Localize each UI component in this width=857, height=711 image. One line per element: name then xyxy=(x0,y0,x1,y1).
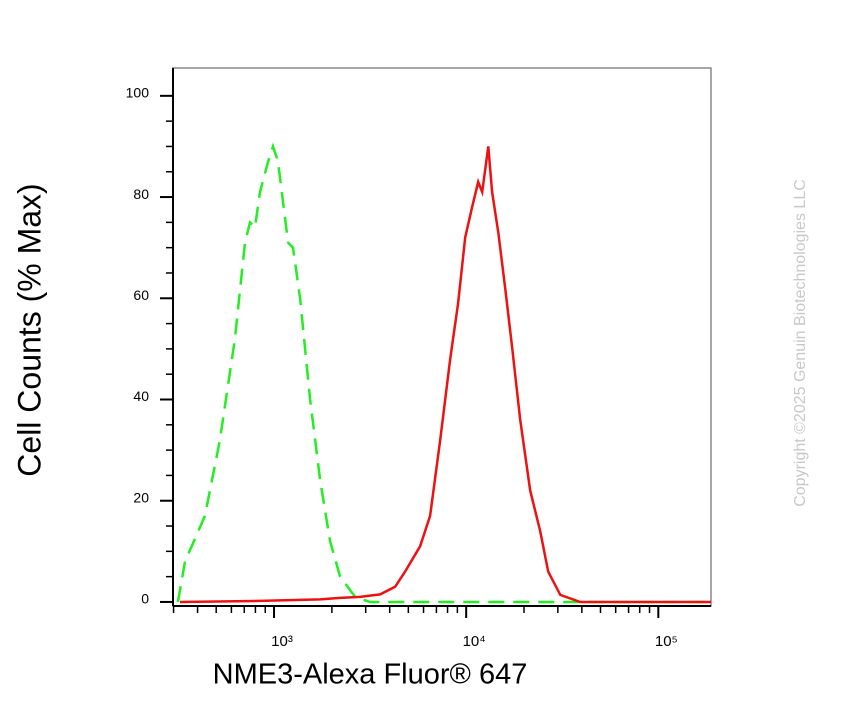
y-axis-label: Cell Counts (% Max) xyxy=(11,183,47,476)
y-tick-label: 40 xyxy=(133,388,149,404)
y-tick-label: 0 xyxy=(141,591,149,607)
y-tick-label: 80 xyxy=(133,186,149,202)
y-tick-label: 100 xyxy=(126,85,150,101)
x-tick-label: 10³ xyxy=(271,633,293,650)
histogram-line xyxy=(179,146,711,604)
x-tick-label: 10⁴ xyxy=(463,633,486,650)
watermark: Copyright ©2025 Genuin Biotechnologies L… xyxy=(792,179,809,507)
histogram-line xyxy=(176,142,711,604)
x-tick-label: 10⁵ xyxy=(655,633,678,650)
plot-frame xyxy=(172,67,712,607)
x-axis-label: NME3-Alexa Fluor® 647 xyxy=(213,659,528,691)
y-tick-label: 20 xyxy=(133,489,149,505)
y-tick-label: 60 xyxy=(133,287,149,303)
